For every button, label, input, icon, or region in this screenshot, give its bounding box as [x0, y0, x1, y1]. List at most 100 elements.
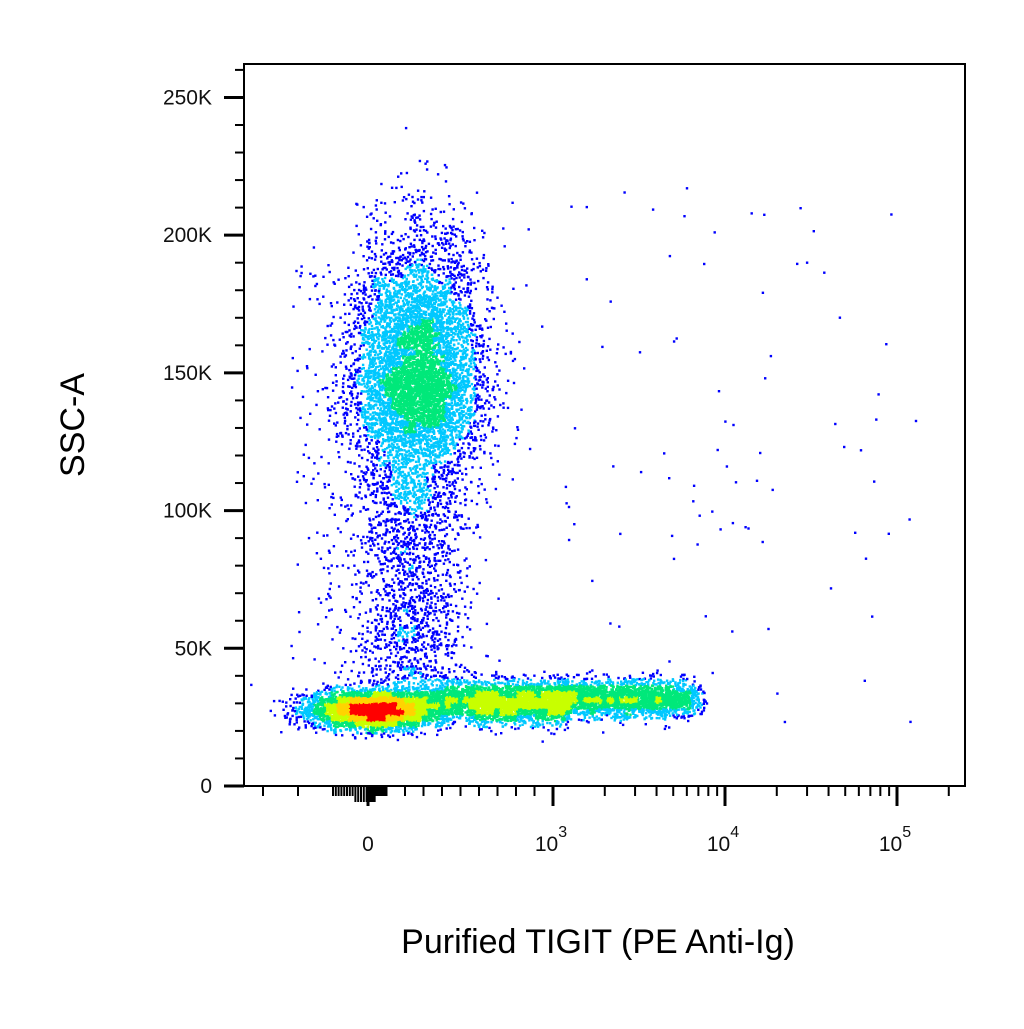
event-dot [363, 710, 366, 714]
event-dot [423, 732, 426, 736]
event-dot [304, 697, 308, 700]
event-dot [340, 707, 343, 710]
event-dot [378, 716, 382, 719]
event-dot [343, 703, 346, 706]
event-dot [301, 693, 304, 696]
event-dot [412, 696, 416, 699]
event-dot [365, 698, 369, 701]
event-dot [307, 698, 310, 701]
event-dot [401, 711, 405, 714]
event-dot [415, 698, 418, 702]
event-dot [376, 726, 379, 729]
event-dot [401, 699, 404, 703]
event-dot [346, 694, 349, 697]
event-dot [317, 696, 320, 699]
event-dot [316, 707, 319, 710]
event-dot [390, 721, 393, 725]
event-dot [315, 710, 318, 714]
event-dot [316, 705, 320, 708]
event-dot [431, 711, 434, 714]
event-dot [341, 686, 344, 689]
event-dot [430, 709, 433, 712]
event-dot [409, 726, 412, 730]
event-dot [378, 705, 381, 708]
event-dot [435, 717, 439, 721]
event-dot [406, 722, 409, 725]
event-dot [315, 693, 318, 696]
event-dot [382, 732, 386, 735]
event-dot [395, 687, 398, 690]
event-dot [364, 701, 367, 704]
event-dot [389, 696, 392, 699]
event-dot [289, 704, 292, 708]
event-dot [315, 731, 318, 734]
event-dot [370, 734, 374, 738]
event-dot [396, 690, 400, 694]
event-dot [362, 687, 365, 690]
event-dot [357, 690, 360, 694]
event-dot [360, 712, 363, 715]
event-dot [375, 720, 378, 723]
event-dot [435, 719, 438, 722]
event-dot [354, 737, 357, 740]
event-dot [291, 714, 294, 718]
event-dot [283, 714, 287, 718]
event-dot [394, 715, 397, 718]
event-dot [310, 694, 313, 697]
event-dot [360, 697, 363, 701]
event-dot [428, 722, 432, 725]
event-dot [348, 687, 351, 690]
event-dot [321, 728, 325, 731]
event-dot [410, 725, 413, 728]
event-dot [341, 713, 345, 716]
event-dot [411, 733, 414, 737]
event-dot [399, 711, 402, 715]
event-dot [414, 728, 417, 731]
event-dot [309, 719, 312, 722]
event-dot [420, 703, 424, 707]
event-dot [304, 712, 308, 716]
event-dot [419, 701, 422, 704]
event-dot [375, 728, 379, 731]
event-dot [341, 721, 344, 724]
event-dot [380, 735, 384, 739]
event-dot [406, 720, 409, 723]
event-dot [314, 698, 317, 701]
event-dot [398, 730, 401, 733]
event-dot [358, 726, 361, 729]
event-dot [380, 691, 383, 694]
event-dot [332, 704, 336, 707]
event-dot [392, 705, 395, 709]
event-dot [338, 715, 341, 719]
event-dot [269, 709, 272, 713]
event-dot [389, 694, 392, 697]
event-dot [250, 683, 253, 687]
event-dot [407, 727, 410, 730]
event-dot [437, 717, 440, 721]
event-dot [314, 721, 317, 724]
event-dot [337, 720, 341, 724]
event-dot [387, 707, 390, 710]
event-dot [379, 696, 382, 699]
event-dot [338, 694, 342, 697]
event-dot [436, 733, 439, 737]
event-dot [320, 690, 324, 693]
event-dot [395, 699, 398, 702]
event-dot [363, 728, 367, 731]
event-dot [358, 692, 362, 695]
event-dot [330, 701, 333, 704]
event-dot [358, 696, 362, 699]
event-dot [420, 687, 424, 691]
event-dot [305, 694, 308, 697]
event-dot [399, 727, 402, 730]
event-dot [320, 712, 323, 715]
event-dot [312, 727, 315, 730]
event-dot [425, 716, 428, 719]
event-dot [417, 700, 420, 703]
event-dot [321, 700, 324, 703]
event-dot [311, 708, 314, 711]
event-dot [303, 711, 306, 715]
event-dot [295, 718, 298, 721]
event-dot [384, 707, 387, 710]
event-dot [298, 701, 301, 704]
